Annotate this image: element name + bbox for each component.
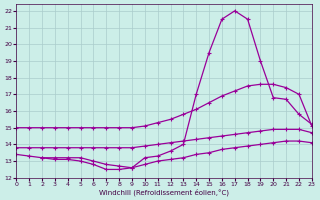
- X-axis label: Windchill (Refroidissement éolien,°C): Windchill (Refroidissement éolien,°C): [99, 188, 229, 196]
